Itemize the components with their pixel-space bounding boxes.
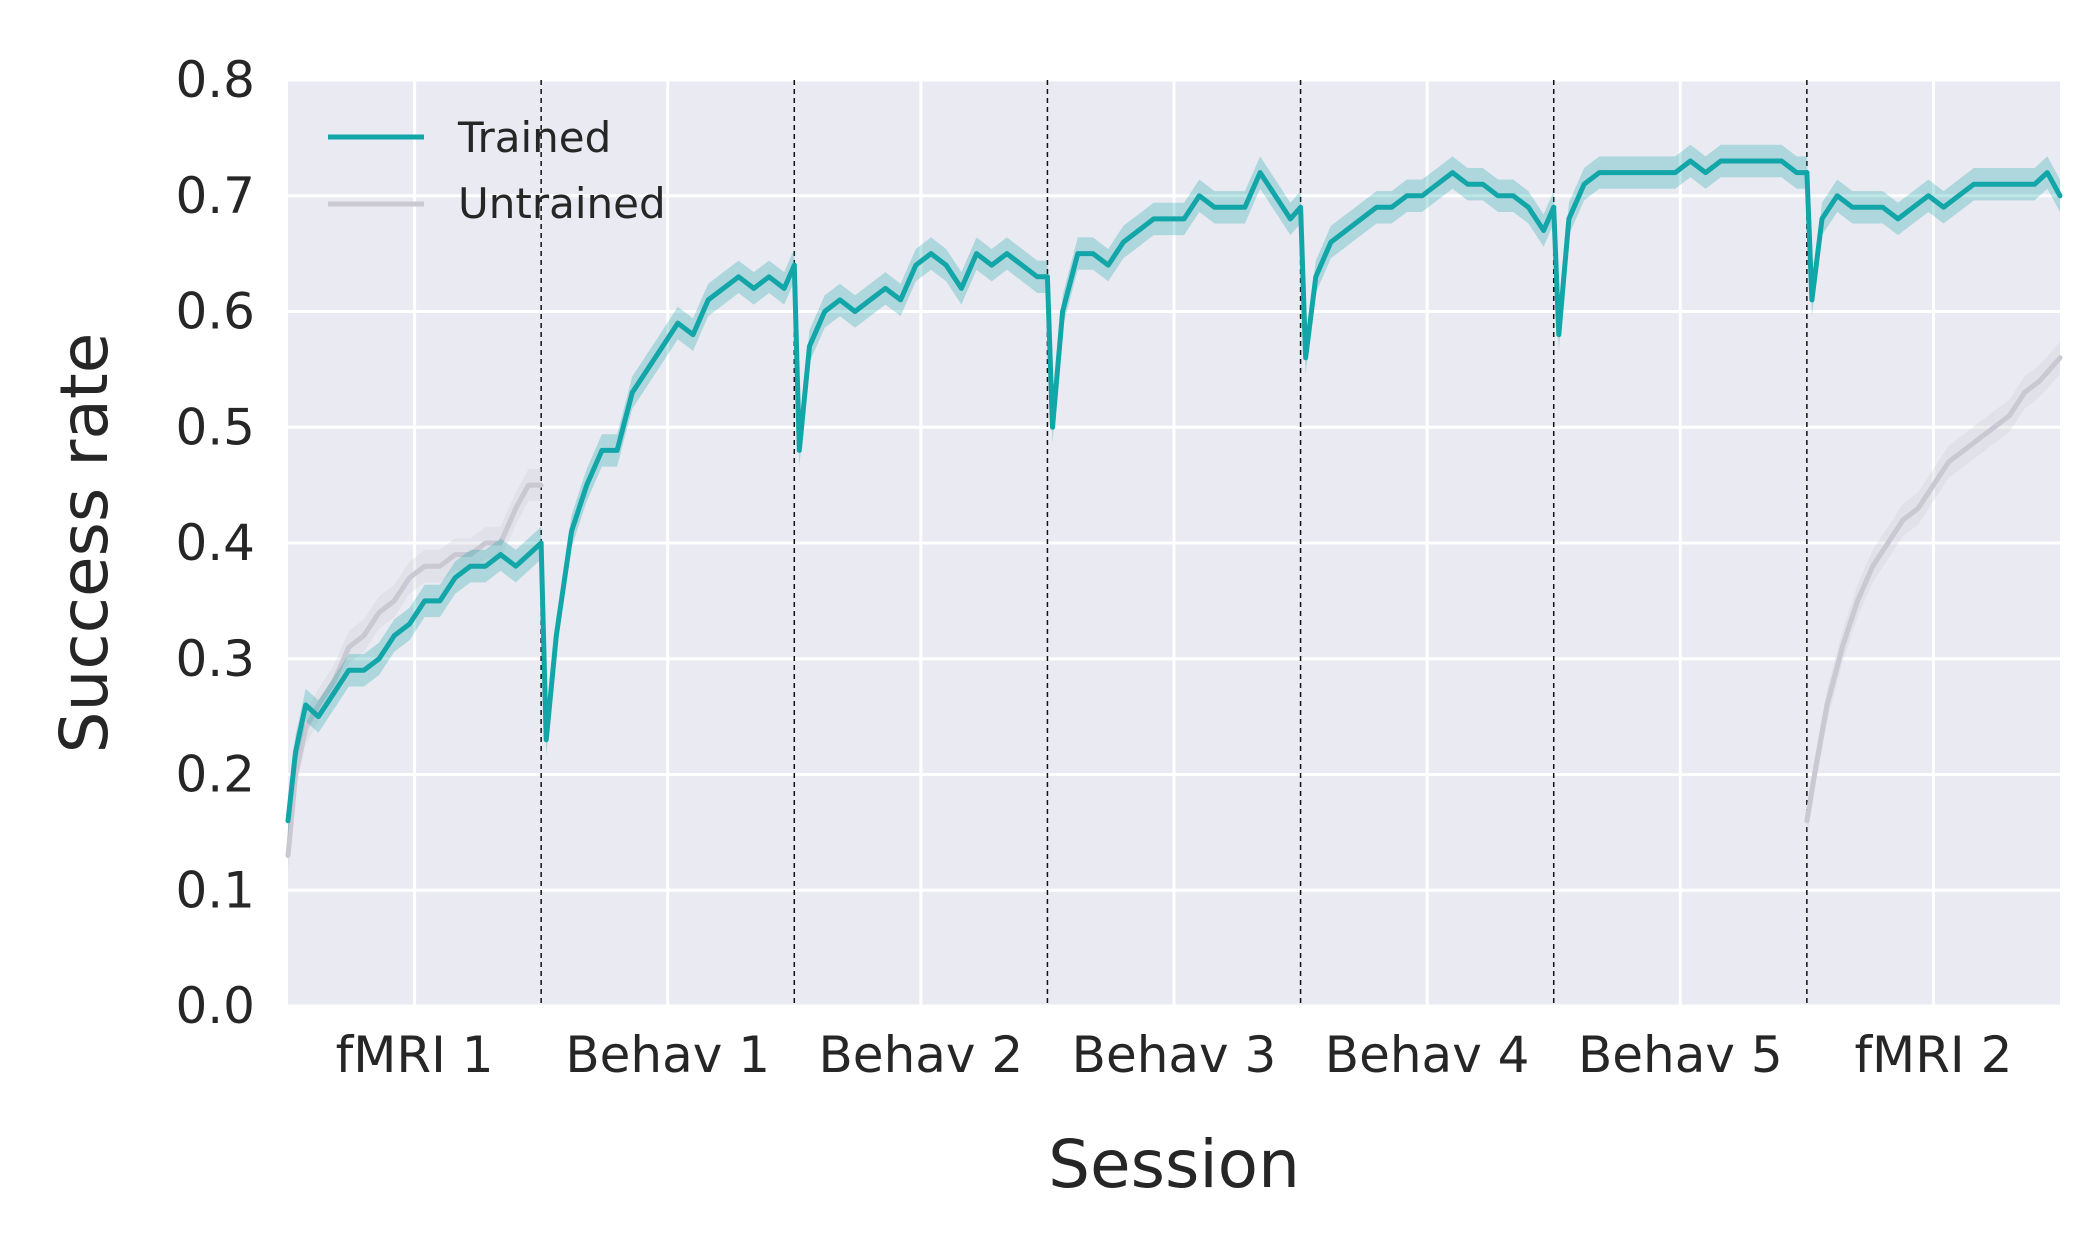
y-tick-label: 0.7 bbox=[175, 167, 255, 225]
y-axis-title: Success rate bbox=[46, 333, 123, 754]
y-tick-label: 0.1 bbox=[175, 861, 255, 919]
x-tick-label: fMRI 2 bbox=[1854, 1026, 2012, 1084]
legend: Trained Untrained bbox=[328, 113, 666, 228]
y-tick-label: 0.5 bbox=[175, 398, 255, 456]
series-line-trained bbox=[1044, 170, 1304, 430]
y-axis-ticks: 0.0 0.1 0.2 0.3 0.4 0.5 0.6 0.7 0.8 bbox=[175, 51, 255, 1035]
series-line-untrained bbox=[1804, 355, 2063, 824]
confidence-band-trained bbox=[1553, 144, 1807, 351]
confidence-band-trained bbox=[1806, 156, 2060, 317]
y-tick-label: 0.4 bbox=[175, 514, 255, 572]
series-line-untrained bbox=[285, 482, 544, 858]
legend-label-trained: Trained bbox=[457, 113, 611, 162]
x-axis-ticks: fMRI 1 Behav 1 Behav 2 Behav 3 Behav 4 Behav … bbox=[336, 1026, 2013, 1084]
y-tick-label: 0.0 bbox=[175, 977, 255, 1035]
x-tick-label: Behav 4 bbox=[1325, 1026, 1530, 1084]
series-line-trained bbox=[538, 262, 797, 743]
y-tick-label: 0.3 bbox=[175, 630, 255, 688]
x-tick-label: Behav 3 bbox=[1072, 1026, 1277, 1084]
y-tick-label: 0.8 bbox=[175, 51, 255, 109]
grid bbox=[288, 78, 2060, 1008]
x-axis-title: Session bbox=[1048, 1126, 1300, 1203]
x-tick-label: fMRI 1 bbox=[336, 1026, 494, 1084]
series-line-trained bbox=[791, 251, 1050, 453]
y-tick-label: 0.6 bbox=[175, 283, 255, 341]
series-line-trained bbox=[1551, 158, 1810, 338]
series-layer bbox=[285, 144, 2063, 872]
confidence-band-trained bbox=[1047, 156, 1301, 444]
series-line-trained bbox=[1298, 170, 1557, 361]
confidence-band-trained bbox=[794, 237, 1048, 467]
series-line-trained bbox=[1804, 170, 2063, 303]
x-tick-label: Behav 5 bbox=[1578, 1026, 1783, 1084]
legend-label-untrained: Untrained bbox=[458, 179, 666, 228]
confidence-band-trained bbox=[541, 249, 795, 756]
x-tick-label: Behav 1 bbox=[565, 1026, 770, 1084]
x-tick-label: Behav 2 bbox=[819, 1026, 1024, 1084]
confidence-band-untrained bbox=[1806, 341, 2060, 837]
series-line-trained bbox=[285, 540, 544, 824]
confidence-band-trained bbox=[1300, 156, 1554, 374]
y-tick-label: 0.2 bbox=[175, 746, 255, 804]
